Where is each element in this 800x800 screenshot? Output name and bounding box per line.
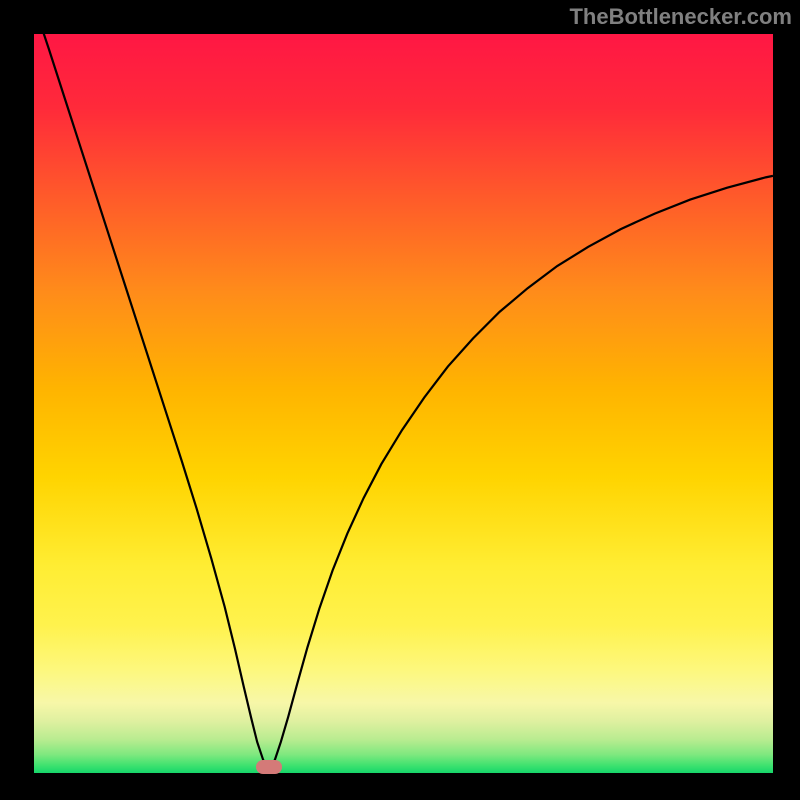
plot-area bbox=[34, 34, 773, 773]
watermark-text: TheBottlenecker.com bbox=[569, 4, 792, 30]
optimal-marker bbox=[256, 760, 282, 774]
bottleneck-curve bbox=[34, 34, 773, 773]
chart-container: TheBottlenecker.com bbox=[0, 0, 800, 800]
